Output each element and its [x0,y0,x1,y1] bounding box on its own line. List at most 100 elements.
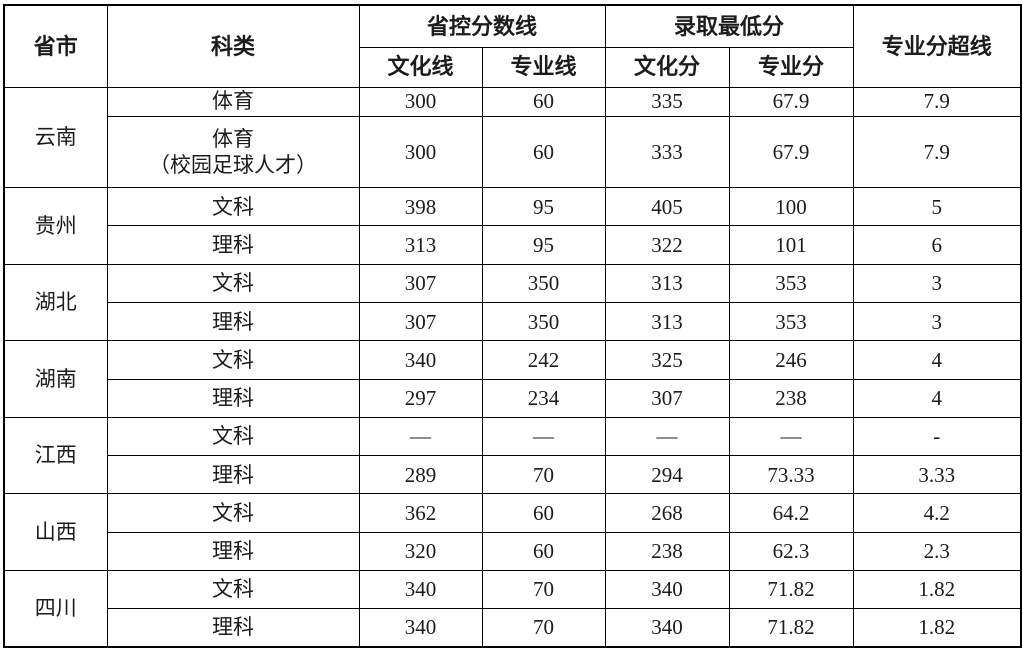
score-cell: 100 [728,187,854,227]
score-cell: 60 [481,493,606,533]
score-cell: 398 [358,187,483,227]
score-cell: 62.3 [728,531,854,571]
score-cell: 64.2 [728,493,854,533]
province-cell: 湖南 [3,340,108,418]
table-row: 理科 307 350 313 353 3 [4,301,1022,342]
score-cell: 313 [604,263,730,304]
score-cell: 333 [604,115,730,189]
table-row: 体育 （校园足球人才） 300 60 333 67.9 7.9 [4,115,1022,189]
category-cell: 文科 [106,187,360,227]
score-cell: 4 [852,378,1022,418]
score-cell: — [728,416,854,457]
score-cell: 95 [481,225,606,265]
score-cell: 4.2 [852,493,1022,533]
header-row-top: 省市 科类 省控分数线 录取最低分 专业分超线 [3,4,1022,88]
score-cell: 234 [481,378,606,418]
score-cell: 60 [481,86,606,117]
score-cell: 405 [604,187,730,227]
table-row: 江西 文科 — — — — - [3,416,1022,495]
score-cell: 350 [481,301,606,342]
score-cell: 322 [604,225,730,265]
table-row: 云南 体育 300 60 335 67.9 7.9 [3,86,1022,189]
col-header-category: 科类 [106,4,360,88]
score-cell: 307 [604,378,730,418]
score-cell: — [604,416,730,457]
score-cell: 238 [728,378,854,418]
score-cell: 300 [358,86,483,117]
score-cell: 350 [481,263,606,304]
score-cell: 325 [604,340,730,380]
province-cell: 江西 [3,416,108,495]
score-cell: 313 [358,225,483,265]
score-cell: 67.9 [728,115,854,189]
table-row: 山西 文科 362 60 268 64.2 4.2 [3,493,1022,571]
score-cell: 307 [358,263,483,304]
table-row: 贵州 文科 398 95 405 100 5 [3,187,1022,265]
category-cell: 理科 [106,455,360,495]
score-cell: 320 [358,531,483,571]
table-row: 湖北 文科 307 350 313 353 3 [3,263,1022,342]
col-header-province: 省市 [3,4,108,88]
col-header-major-over-line: 专业分超线 [852,4,1022,88]
category-cell: 理科 [106,225,360,265]
score-cell: 340 [358,569,483,610]
score-cell: 353 [728,301,854,342]
score-cell: 70 [481,569,606,610]
score-cell: 4 [852,340,1022,380]
table-row: 湖南 文科 340 242 325 246 4 [3,340,1022,418]
score-cell: 5 [852,187,1022,227]
score-cell: 340 [604,569,730,610]
score-cell: 67.9 [728,86,854,117]
score-cell: 7.9 [852,86,1022,117]
score-cell: 297 [358,378,483,418]
category-cell: 体育 [106,86,360,117]
col-header-culture-score: 文化分 [604,46,730,88]
score-cell: 335 [604,86,730,117]
score-cell: 307 [358,301,483,342]
score-cell: 71.82 [728,569,854,610]
score-cell: — [481,416,606,457]
score-cell: 3 [852,263,1022,304]
col-header-major-score: 专业分 [728,46,854,88]
score-cell: 362 [358,493,483,533]
category-cell: 文科 [106,263,360,304]
category-cell: 理科 [106,608,360,648]
score-cell: 101 [728,225,854,265]
score-cell: 3 [852,301,1022,342]
score-cell: 6 [852,225,1022,265]
category-cell: 文科 [106,416,360,457]
category-cell: 文科 [106,569,360,610]
score-cell: 60 [481,115,606,189]
score-cell: 246 [728,340,854,380]
score-cell: 289 [358,455,483,495]
admission-scores-table: 省市 科类 省控分数线 录取最低分 专业分超线 文化线 专业线 文化分 专业分 … [3,4,1023,648]
score-cell: 71.82 [728,608,854,648]
col-header-provincial-control-line: 省控分数线 [358,4,606,48]
table-row: 理科 313 95 322 101 6 [4,225,1022,265]
score-cell: 1.82 [852,608,1022,648]
score-cell: 340 [604,608,730,648]
province-cell: 山西 [3,493,108,571]
score-cell: — [358,416,483,457]
score-cell: 70 [481,608,606,648]
table-row: 理科 320 60 238 62.3 2.3 [4,531,1022,571]
col-header-major-line: 专业线 [481,46,606,88]
score-cell: 294 [604,455,730,495]
score-cell: 300 [358,115,483,189]
category-cell: 文科 [106,493,360,533]
table-row: 理科 297 234 307 238 4 [4,378,1022,418]
score-cell: 242 [481,340,606,380]
score-cell: 238 [604,531,730,571]
category-cell: 理科 [106,531,360,571]
province-cell: 四川 [3,569,108,648]
category-cell: 理科 [106,378,360,418]
province-cell: 云南 [3,86,108,189]
table-row: 理科 289 70 294 73.33 3.33 [4,455,1022,495]
score-cell: 313 [604,301,730,342]
score-cell: 2.3 [852,531,1022,571]
score-cell: 60 [481,531,606,571]
score-cell: 3.33 [852,455,1022,495]
score-cell: 1.82 [852,569,1022,610]
table-row: 四川 文科 340 70 340 71.82 1.82 [3,569,1022,648]
province-cell: 湖北 [3,263,108,342]
